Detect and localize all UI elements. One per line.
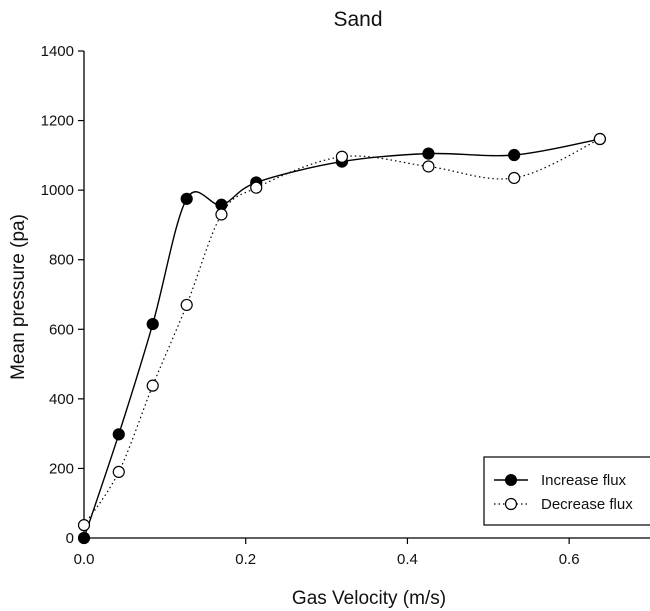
x-axis-ticks: 0.0 0.2 0.4 0.6 [74, 538, 580, 568]
plot-area [83, 51, 650, 539]
series-markers [77, 132, 606, 545]
legend-marker-increase [505, 474, 517, 486]
y-tick-label: 1200 [41, 113, 74, 130]
data-point-decrease-flux [77, 519, 91, 532]
y-tick-label: 1400 [41, 43, 74, 60]
data-point-increase-flux [146, 317, 159, 331]
data-point-decrease-flux [335, 150, 349, 163]
legend-label-increase: Increase flux [541, 472, 627, 489]
y-tick-label: 200 [49, 460, 74, 477]
legend: Increase flux Decrease flux [483, 456, 650, 526]
x-tick-label: 0.2 [235, 551, 256, 568]
y-tick-label: 1000 [41, 182, 74, 199]
data-point-decrease-flux [593, 132, 606, 146]
data-point-decrease-flux [146, 379, 159, 392]
y-tick-label: 800 [49, 252, 74, 269]
series-line-increase-flux [83, 138, 600, 539]
y-tick-label: 0 [66, 530, 74, 547]
series-lines [83, 138, 601, 539]
data-point-increase-flux [77, 531, 91, 545]
data-point-decrease-flux [215, 208, 228, 221]
x-tick-label: 0.6 [559, 551, 580, 568]
x-tick-label: 0.0 [74, 551, 95, 568]
legend-marker-decrease [504, 497, 518, 511]
data-point-increase-flux [180, 192, 193, 205]
data-point-decrease-flux [250, 181, 263, 194]
x-tick-label: 0.4 [397, 551, 418, 568]
legend-box [483, 456, 650, 526]
x-axis-label: Gas Velocity (m/s) [292, 588, 446, 609]
y-tick-label: 400 [49, 391, 74, 408]
data-point-increase-flux [112, 428, 125, 441]
data-point-increase-flux [508, 148, 521, 162]
data-point-increase-flux [422, 147, 435, 160]
data-point-decrease-flux [508, 171, 521, 185]
y-axis-ticks: 0 200 400 600 800 1000 1200 1400 [41, 43, 84, 547]
data-point-decrease-flux [112, 465, 125, 479]
chart-title: Sand [333, 8, 382, 31]
data-point-decrease-flux [422, 160, 435, 173]
y-tick-label: 600 [49, 321, 74, 338]
legend-label-decrease: Decrease flux [541, 496, 633, 513]
data-point-decrease-flux [180, 298, 193, 312]
y-axis-label: Mean pressure (pa) [8, 214, 29, 380]
